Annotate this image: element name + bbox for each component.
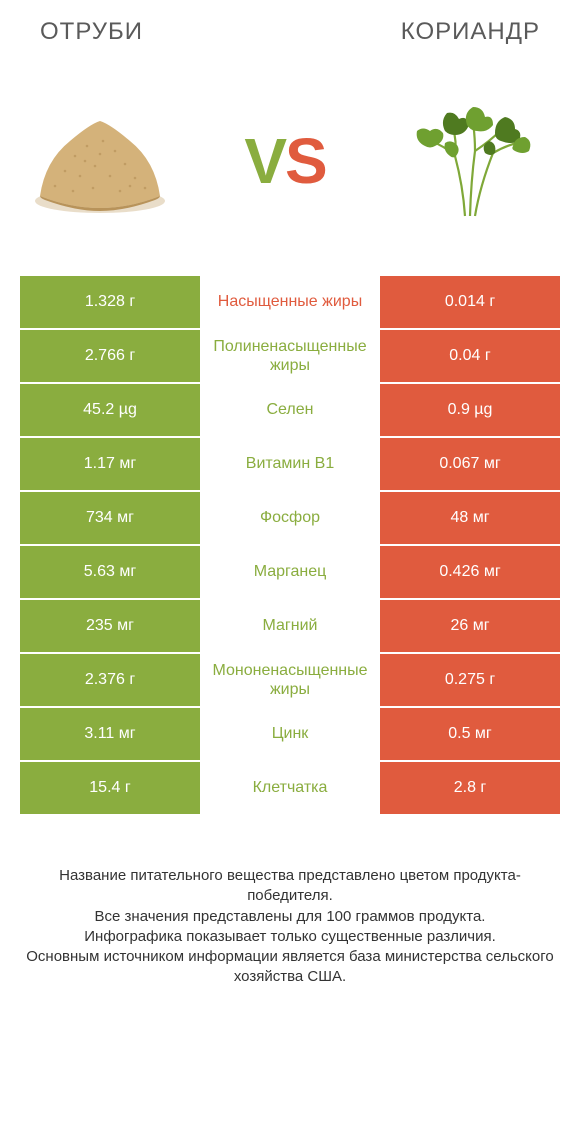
right-food-title: КОРИАНДР [401, 18, 540, 46]
right-value-cell: 0.014 г [380, 276, 560, 328]
right-value-cell: 2.8 г [380, 762, 560, 814]
nutrient-label-cell: Клетчатка [200, 762, 380, 814]
table-row: 734 мгФосфор48 мг [20, 492, 560, 544]
nutrient-label-cell: Полиненасыщенные жиры [200, 330, 380, 382]
bran-icon [25, 106, 175, 216]
left-value-cell: 1.17 мг [20, 438, 200, 490]
table-row: 15.4 гКлетчатка2.8 г [20, 762, 560, 814]
footnote-line: Все значения представлены для 100 граммо… [20, 907, 560, 927]
footnote-line: Название питательного вещества представл… [20, 866, 560, 907]
table-row: 1.17 мгВитамин B10.067 мг [20, 438, 560, 490]
nutrient-label-cell: Магний [200, 600, 380, 652]
left-value-cell: 2.376 г [20, 654, 200, 706]
right-value-cell: 48 мг [380, 492, 560, 544]
left-food-title: ОТРУБИ [40, 18, 143, 46]
left-value-cell: 3.11 мг [20, 708, 200, 760]
right-value-cell: 0.067 мг [380, 438, 560, 490]
table-row: 5.63 мгМарганец0.426 мг [20, 546, 560, 598]
right-value-cell: 26 мг [380, 600, 560, 652]
vs-s: S [285, 125, 326, 197]
left-value-cell: 5.63 мг [20, 546, 200, 598]
bran-image [20, 96, 180, 226]
nutrient-label-cell: Витамин B1 [200, 438, 380, 490]
right-value-cell: 0.5 мг [380, 708, 560, 760]
right-value-cell: 0.426 мг [380, 546, 560, 598]
left-value-cell: 1.328 г [20, 276, 200, 328]
left-value-cell: 45.2 µg [20, 384, 200, 436]
left-value-cell: 2.766 г [20, 330, 200, 382]
nutrient-label-cell: Цинк [200, 708, 380, 760]
nutrient-label-cell: Насыщенные жиры [200, 276, 380, 328]
left-value-cell: 235 мг [20, 600, 200, 652]
right-value-cell: 0.9 µg [380, 384, 560, 436]
footnote: Название питательного вещества представл… [0, 816, 580, 988]
footnote-line: Основным источником информации является … [20, 947, 560, 988]
table-row: 2.376 гМононенасыщенные жиры0.275 г [20, 654, 560, 706]
table-row: 45.2 µgСелен0.9 µg [20, 384, 560, 436]
left-value-cell: 734 мг [20, 492, 200, 544]
vs-row: VS [0, 56, 580, 276]
comparison-table: 1.328 гНасыщенные жиры0.014 г2.766 гПоли… [0, 276, 580, 814]
table-row: 3.11 мгЦинк0.5 мг [20, 708, 560, 760]
nutrient-label-cell: Марганец [200, 546, 380, 598]
right-value-cell: 0.275 г [380, 654, 560, 706]
left-value-cell: 15.4 г [20, 762, 200, 814]
nutrient-label-cell: Мононенасыщенные жиры [200, 654, 380, 706]
right-value-cell: 0.04 г [380, 330, 560, 382]
header: ОТРУБИ КОРИАНДР [0, 0, 580, 56]
table-row: 235 мгМагний26 мг [20, 600, 560, 652]
vs-label: VS [244, 124, 325, 198]
nutrient-label-cell: Селен [200, 384, 380, 436]
table-row: 1.328 гНасыщенные жиры0.014 г [20, 276, 560, 328]
vs-v: V [244, 125, 285, 197]
coriander-image [390, 96, 550, 226]
footnote-line: Инфографика показывает только существенн… [20, 927, 560, 947]
table-row: 2.766 гПолиненасыщенные жиры0.04 г [20, 330, 560, 382]
nutrient-label-cell: Фосфор [200, 492, 380, 544]
coriander-icon [395, 101, 545, 221]
